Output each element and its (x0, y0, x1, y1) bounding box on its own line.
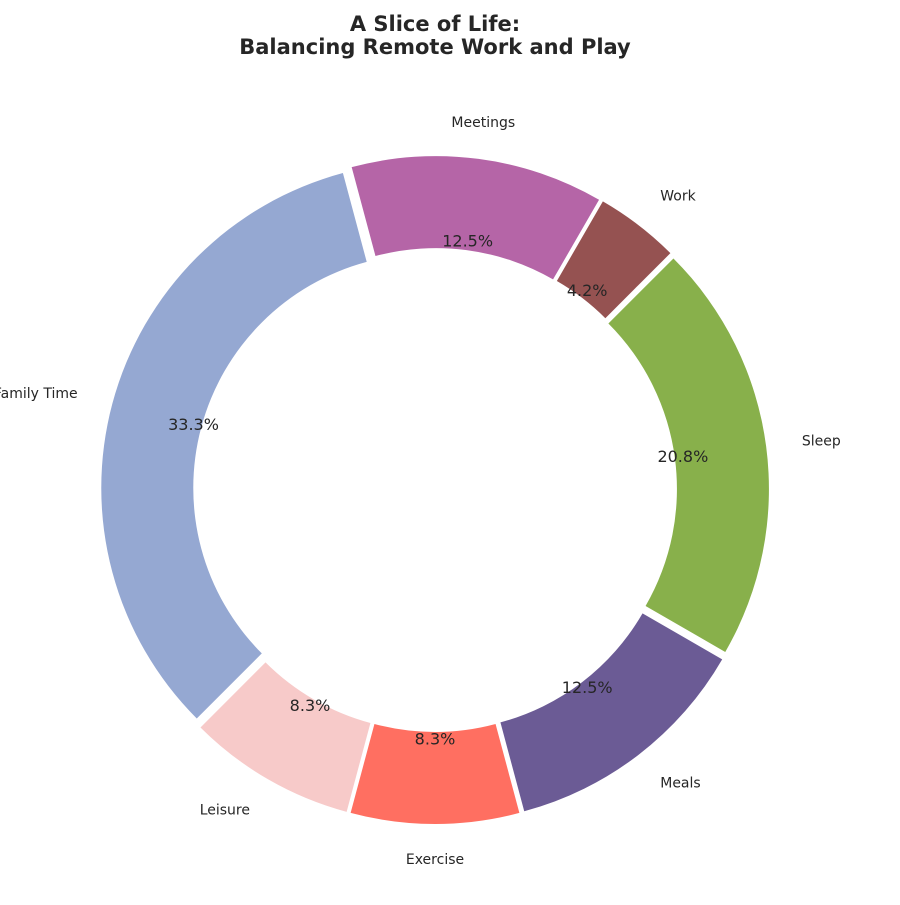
percent-label-family-time: 33.3% (168, 415, 219, 434)
labels-layer: Work 4.2% Meetings 12.5% Family Time 33.3% Lei… (0, 115, 841, 868)
slice-meals (500, 613, 723, 812)
percent-label-meetings: 12.5% (442, 232, 493, 251)
slices-layer (101, 156, 769, 824)
label-exercise: Exercise (406, 852, 464, 868)
slice-work (556, 201, 671, 319)
label-work: Work (660, 188, 696, 204)
percent-label-work: 4.2% (567, 281, 608, 300)
label-leisure: Leisure (200, 802, 250, 818)
chart-title-line-2: Balancing Remote Work and Play (239, 35, 631, 59)
slice-leisure (200, 662, 371, 812)
percent-label-exercise: 8.3% (415, 730, 456, 749)
percent-label-leisure: 8.3% (290, 696, 331, 715)
label-sleep: Sleep (802, 434, 841, 450)
percent-label-meals: 12.5% (562, 678, 613, 697)
slice-sleep (608, 258, 769, 652)
slice-meetings (351, 156, 600, 280)
label-family-time: Family Time (0, 386, 78, 402)
slice-family-time (101, 173, 367, 719)
label-meetings: Meetings (451, 115, 515, 131)
chart-title-line-1: A Slice of Life: (350, 12, 520, 36)
percent-label-sleep: 20.8% (657, 447, 708, 466)
slice-exercise (350, 724, 520, 824)
label-meals: Meals (660, 776, 700, 792)
